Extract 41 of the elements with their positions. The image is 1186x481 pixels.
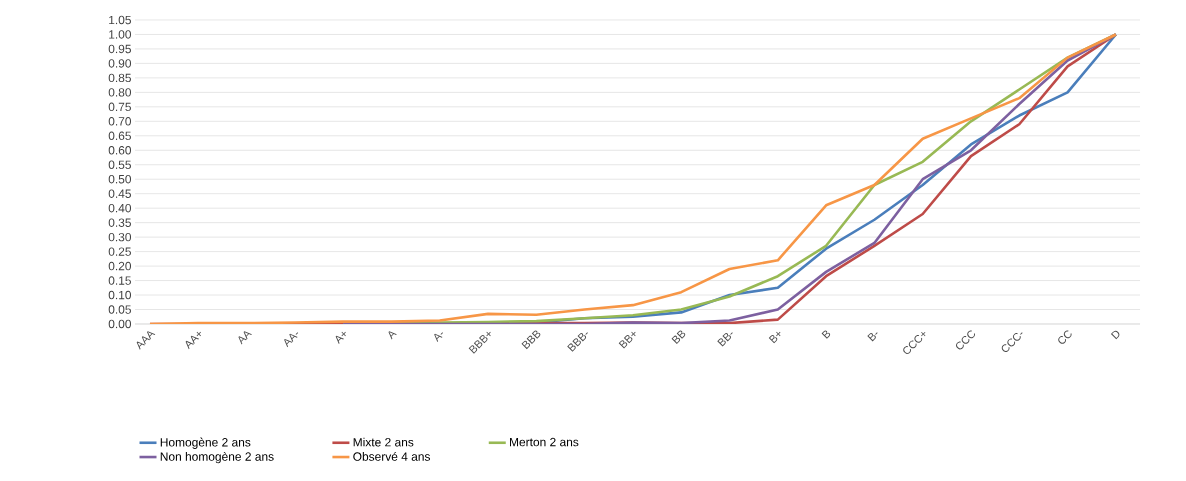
y-tick-label: 0.75 xyxy=(108,102,131,112)
y-tick-label: 0.20 xyxy=(108,261,132,271)
y-tick-label: 0.85 xyxy=(108,73,131,83)
y-tick-label: 0.05 xyxy=(108,305,131,314)
y-tick-label: 1.00 xyxy=(109,30,132,39)
y-tick-label: 1.05 xyxy=(109,15,131,25)
y-tick-label: 0.90 xyxy=(108,59,132,68)
y-tick-label: 0.60 xyxy=(108,146,132,155)
x-tick-label: A+ xyxy=(335,331,346,344)
x-tick-label: D xyxy=(1110,330,1120,340)
x-tick-label: AA xyxy=(238,331,252,345)
x-tick-label: A- xyxy=(434,332,443,343)
y-tick-label: 0.00 xyxy=(108,319,132,329)
y-tick-label: 0.95 xyxy=(108,44,131,54)
y-tick-label: 0.25 xyxy=(108,247,131,256)
y-tick-label: 0.70 xyxy=(108,117,132,126)
legend-label: Homogène 2 ans xyxy=(160,437,251,449)
legend-label: Non homogène 2 ans xyxy=(160,451,274,464)
y-tick-label: 0.50 xyxy=(108,175,132,184)
legend-label: Observé 4 ans xyxy=(353,451,431,461)
y-tick-label: 0.10 xyxy=(108,290,132,300)
x-tick-label: AA- xyxy=(284,332,299,348)
x-tick-label: BB+ xyxy=(618,331,636,349)
legend-label: Merton 2 ans xyxy=(510,437,579,447)
x-tick-label: B+ xyxy=(768,331,781,344)
x-tick-label: B- xyxy=(867,332,878,342)
y-tick-label: 0.45 xyxy=(108,189,131,198)
x-tick-label: BB- xyxy=(717,332,733,347)
y-tick-label: 0.30 xyxy=(108,232,132,242)
y-tick-label: 0.65 xyxy=(108,131,131,141)
y-tick-label: 0.15 xyxy=(108,276,131,285)
x-tick-label: CC xyxy=(1058,330,1072,344)
legend-label: Mixte 2 ans xyxy=(353,437,414,447)
x-tick-label: AA+ xyxy=(185,331,201,350)
x-tick-label: B xyxy=(821,330,831,339)
y-tick-label: 0.35 xyxy=(108,218,131,227)
y-tick-label: 0.40 xyxy=(108,203,132,213)
y-tick-label: 0.55 xyxy=(108,160,131,169)
x-tick-label: A xyxy=(388,331,397,340)
x-tick-label: BB xyxy=(671,330,686,344)
y-tick-label: 0.80 xyxy=(108,88,132,97)
